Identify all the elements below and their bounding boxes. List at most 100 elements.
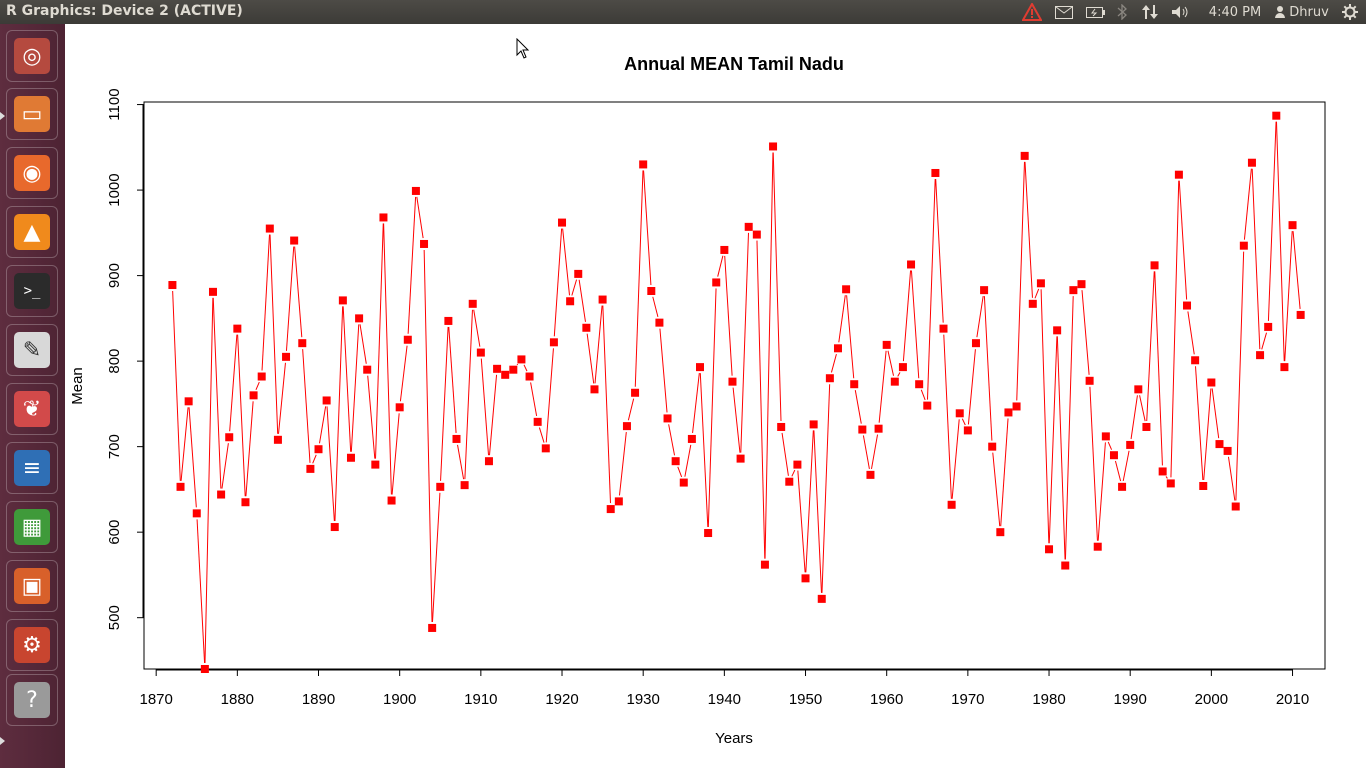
data-point [558,218,567,227]
series-line-segment [383,223,392,495]
data-point [777,422,786,431]
y-tick-label: 700 [106,434,123,459]
user-menu[interactable]: Dhruv [1270,2,1334,22]
data-point [517,355,526,364]
launcher-terminal[interactable]: >_ [6,265,58,317]
data-point [1158,467,1167,476]
data-point [265,224,274,233]
series-line-segment [1107,441,1113,450]
data-point [858,425,867,434]
series-line-segment [319,406,327,444]
data-point [890,377,899,386]
series-line-segment [204,297,214,664]
data-point [1183,301,1192,310]
volume-icon[interactable] [1168,2,1194,22]
series-line-segment [634,170,644,387]
series-line-segment [791,469,796,477]
x-tick-label: 1910 [464,691,497,708]
launcher-help[interactable]: ? [6,674,58,726]
data-point [476,348,485,357]
clock[interactable]: 4:40 PM [1208,4,1262,20]
launcher-firefox[interactable]: ◉ [6,147,58,199]
series-line-segment [586,333,595,384]
data-point [273,435,282,444]
series-line-segment [229,334,238,432]
launcher-text-editor[interactable]: ✎ [6,324,58,376]
data-point [306,464,315,473]
battery-icon[interactable] [1084,2,1108,22]
launcher-impress[interactable]: ▣ [6,560,58,612]
launcher-writer[interactable]: ≡ [6,442,58,494]
data-point [1296,310,1305,319]
series-line-segment [821,384,831,593]
data-point [752,230,761,239]
launcher-files[interactable]: ▭ [6,88,58,140]
data-point [939,324,948,333]
series-line-segment [602,305,611,504]
series-line-segment [188,407,197,508]
series-line-segment [951,419,960,499]
data-point [257,372,266,381]
series-line-segment [391,413,400,495]
series-line-segment [1178,180,1188,300]
data-point [679,478,688,487]
session-gear-icon[interactable] [1338,2,1362,22]
mail-icon[interactable] [1052,2,1076,22]
data-point [1101,432,1110,441]
series-mean [168,111,1305,673]
data-point [387,496,396,505]
series-line-segment [1048,336,1058,544]
series-line-segment [440,326,449,481]
series-line-segment [464,309,473,480]
data-point [1085,376,1094,385]
data-point [663,414,672,423]
data-point [1004,408,1013,417]
series-line-segment [1165,476,1168,479]
data-point [420,239,429,248]
series-line-segment [488,374,498,456]
series-line-segment [1024,161,1033,298]
data-point [1142,422,1151,431]
data-point [322,396,331,405]
data-point [825,374,834,383]
data-point [842,285,851,294]
series-line-segment [871,434,879,470]
series-line-segment [643,170,652,286]
data-point [346,453,355,462]
data-point [1012,402,1021,411]
launcher-ubuntu-dash[interactable]: ◎ [6,30,58,82]
network-icon[interactable] [1138,2,1162,22]
files-icon: ▭ [14,96,50,132]
series-line-segment [1227,456,1236,501]
data-point [1126,440,1135,449]
series-line-segment [1251,168,1261,350]
series-line-segment [312,454,317,464]
launcher-vlc[interactable]: ▲ [6,206,58,258]
data-point [907,260,916,269]
launcher-document-viewer[interactable]: ❦ [6,383,58,435]
series-line-segment [255,381,260,391]
series-line-segment [294,246,303,338]
launcher-system-settings[interactable]: ⚙ [6,619,58,671]
series-line-segment [838,295,846,343]
data-point [363,365,372,374]
bluetooth-icon[interactable] [1113,2,1131,22]
launcher-calc[interactable]: ▦ [6,501,58,553]
plot-box [143,101,1326,670]
data-point [1077,280,1086,289]
data-point [1134,385,1143,394]
series-line-segment [1016,161,1025,401]
data-point [1109,451,1118,460]
series-line-segment [805,430,814,573]
x-tick-label: 1870 [139,691,172,708]
data-point [1118,482,1127,491]
document-viewer-icon: ❦ [14,391,50,427]
series-line-segment [431,492,441,622]
data-point [931,168,940,177]
series-line-segment [269,234,279,434]
data-point [1272,111,1281,120]
series-line-segment [516,363,519,366]
series-line-segment [594,305,603,384]
warning-icon[interactable] [1020,2,1044,22]
data-point [817,594,826,603]
